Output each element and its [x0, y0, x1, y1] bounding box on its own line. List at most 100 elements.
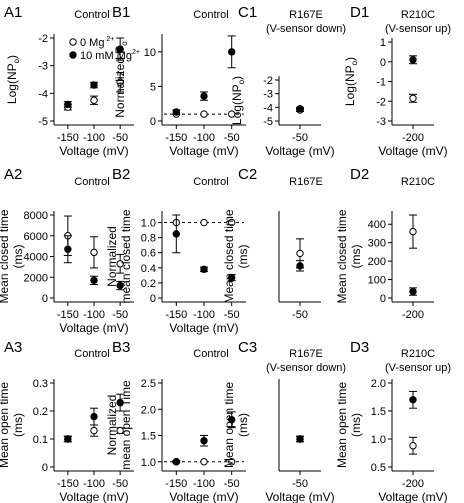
x-axis-label: Voltage (mV) [265, 490, 334, 503]
data-point-10mM-mg [172, 108, 181, 116]
data-point-0-mg [227, 458, 236, 466]
panel-subtitle: (V-sensor up) [385, 23, 451, 35]
y-tick-label: 1 [380, 37, 386, 49]
panel-d3: D3 R210C (V-sensor up) 0.5 1.0 1.5 2.0 -200Volt… [335, 339, 451, 503]
x-tick-label: -150 [57, 478, 79, 490]
x-tick-label: -150 [165, 309, 187, 321]
y-axis-label: Log(NPo) [5, 55, 21, 104]
y-tick-label: 2.0 [371, 378, 386, 390]
panel-title: Control [193, 176, 228, 188]
panel-title: R210C [401, 9, 435, 21]
y-tick-label: 6000 [24, 231, 48, 243]
y-tick-label: 0.4 [141, 263, 156, 275]
x-axis-label: Voltage (mV) [59, 321, 128, 335]
data-point-0-mg [200, 218, 208, 227]
y-tick-label: 2.0 [141, 404, 156, 416]
y-tick-label: -4 [263, 102, 273, 114]
data-point-10mM-mg [90, 412, 98, 421]
panel-title: R210C [401, 348, 435, 360]
data-point-10mM-mg [116, 281, 124, 290]
data-point-10mM-mg [296, 435, 304, 443]
x-tick-label: -50 [224, 478, 240, 490]
panel-title: Control [193, 9, 228, 21]
x-tick-label: -150 [57, 309, 79, 321]
y-tick-label: 0.6 [141, 248, 156, 260]
panel-label: D2 [350, 166, 369, 183]
legend-filled-label: 10 mM Mg2+ [80, 49, 140, 62]
y-axis-label: Mean closed time [0, 209, 11, 303]
y-axis-label: Mean open time [335, 382, 349, 468]
data-point-10mM-mg [172, 230, 181, 238]
y-tick-label: 0 [42, 462, 48, 474]
legend-filled-marker [69, 51, 77, 59]
x-tick-label: -50 [224, 309, 240, 321]
y-tick-label: 1.5 [141, 431, 156, 443]
panel-title: Control [74, 348, 109, 360]
panel-label: D3 [350, 339, 369, 356]
data-point-0-mg [409, 442, 417, 450]
x-tick-label: -200 [402, 478, 424, 490]
data-point-10mM-mg [116, 398, 124, 407]
data-point-0-mg [409, 227, 417, 236]
panel-subtitle: (V-sensor down) [266, 362, 346, 374]
y-tick-label: 0 [150, 293, 156, 305]
y-tick-label: 2.5 [141, 378, 156, 390]
data-point-10mM-mg [200, 265, 208, 274]
panel-d2: D2 R210C 0 100 200 300 400 -200 Mean closed time… [335, 166, 435, 321]
y-tick-label: -5 [38, 116, 48, 128]
data-point-10mM-mg [227, 416, 236, 424]
y-tick-label: 0.5 [371, 462, 386, 474]
y-tick-label: -3 [263, 89, 273, 101]
y-tick-label: -2 [376, 96, 386, 108]
data-point-0-mg [227, 110, 236, 118]
panel-subtitle: (V-sensor down) [266, 23, 346, 35]
panel-title: R167E [289, 348, 323, 360]
data-point-0-mg [116, 426, 124, 435]
data-point-10mM-mg [296, 262, 304, 270]
x-axis-label: Voltage (mV) [59, 144, 128, 158]
y-axis-label: Normalized [105, 226, 119, 287]
y-axis-label: Log(NPo) [230, 76, 246, 125]
x-tick-label: -50 [292, 132, 308, 144]
x-tick-label: -100 [83, 132, 105, 144]
legend-open-marker [69, 38, 77, 46]
x-axis-label: Voltage (mV) [59, 490, 128, 503]
panel-c2: C2 R167E -50 Mean closed time (ms) [222, 166, 323, 321]
x-tick-label: -100 [193, 309, 215, 321]
data-point-0-mg [227, 218, 236, 227]
panel-label: B3 [112, 339, 130, 356]
x-tick-label: -100 [193, 132, 215, 144]
panel-label: A3 [4, 339, 22, 356]
x-tick-label: -50 [112, 478, 128, 490]
y-tick-label: 1.5 [371, 406, 386, 418]
y-tick-label: 1.0 [371, 434, 386, 446]
data-point-10mM-mg [64, 435, 72, 443]
x-tick-label: -50 [292, 309, 308, 321]
legend-open-label: 0 Mg 2+ [80, 36, 114, 49]
panel-label: C2 [238, 166, 257, 183]
x-axis-label: Voltage (mV) [265, 144, 334, 158]
panel-label: B1 [112, 4, 130, 21]
data-point-10mM-mg [296, 105, 304, 113]
x-tick-label: -50 [292, 478, 308, 490]
y-tick-label: 200 [368, 256, 386, 268]
y-axis-label-line2: (ms) [11, 245, 25, 269]
data-point-0-mg [116, 78, 124, 86]
y-axis-label-line2: mean open Time [119, 380, 133, 470]
x-axis-label: Voltage (mV) [378, 490, 447, 503]
panel-title: Control [74, 9, 109, 21]
panel-title: R210C [401, 176, 435, 188]
x-tick-label: -100 [83, 309, 105, 321]
data-point-0-mg [409, 94, 417, 102]
y-axis-label: Log(NPo) [343, 57, 359, 106]
panel-title: R167E [289, 9, 323, 21]
panel-d1: D1 R210C (V-sensor up) -3 -2 -1 0 1 -200Voltage … [343, 4, 451, 158]
data-point-0-mg [296, 249, 304, 258]
data-point-10mM-mg [116, 45, 124, 53]
